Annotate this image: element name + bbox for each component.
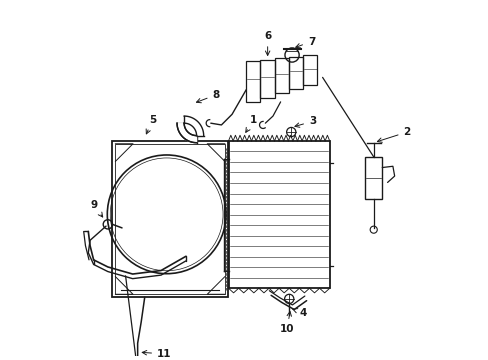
Text: 7: 7 [295, 36, 315, 48]
Text: 2: 2 [377, 127, 410, 142]
Text: 10: 10 [279, 312, 294, 334]
Text: 6: 6 [264, 31, 271, 55]
Text: 11: 11 [142, 349, 171, 359]
Text: 8: 8 [196, 90, 219, 103]
Polygon shape [177, 123, 196, 143]
Polygon shape [184, 116, 203, 136]
Text: 4: 4 [292, 308, 306, 318]
Text: 3: 3 [294, 116, 316, 127]
Text: 1: 1 [245, 114, 257, 132]
Text: 5: 5 [146, 114, 156, 134]
Text: 9: 9 [90, 200, 102, 217]
